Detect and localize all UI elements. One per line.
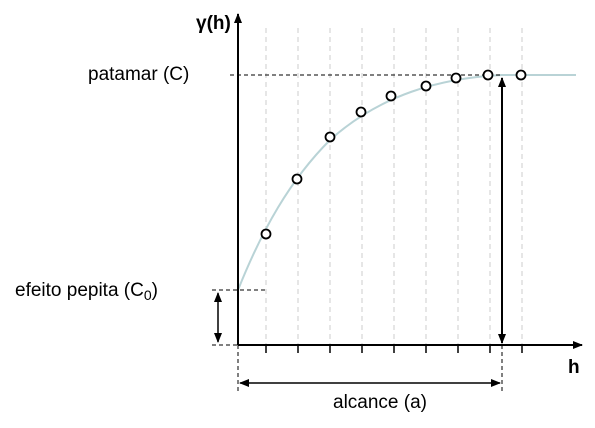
y-axis-label: γ(h) bbox=[196, 13, 231, 34]
nugget-subscript: 0 bbox=[144, 287, 152, 303]
sill-label: patamar (C) bbox=[88, 64, 189, 85]
axes bbox=[234, 13, 583, 349]
nugget-text: efeito pepita (C bbox=[15, 280, 144, 301]
range-label: alcance (a) bbox=[333, 392, 427, 413]
grid-lines bbox=[265, 28, 523, 345]
nugget-close: ) bbox=[152, 280, 158, 301]
ticks bbox=[265, 345, 523, 353]
sample-points bbox=[260, 69, 527, 240]
x-axis-label: h bbox=[568, 357, 580, 378]
model-curve bbox=[237, 74, 576, 291]
arrows bbox=[214, 77, 506, 387]
nugget-label: efeito pepita (C0) bbox=[15, 280, 158, 303]
